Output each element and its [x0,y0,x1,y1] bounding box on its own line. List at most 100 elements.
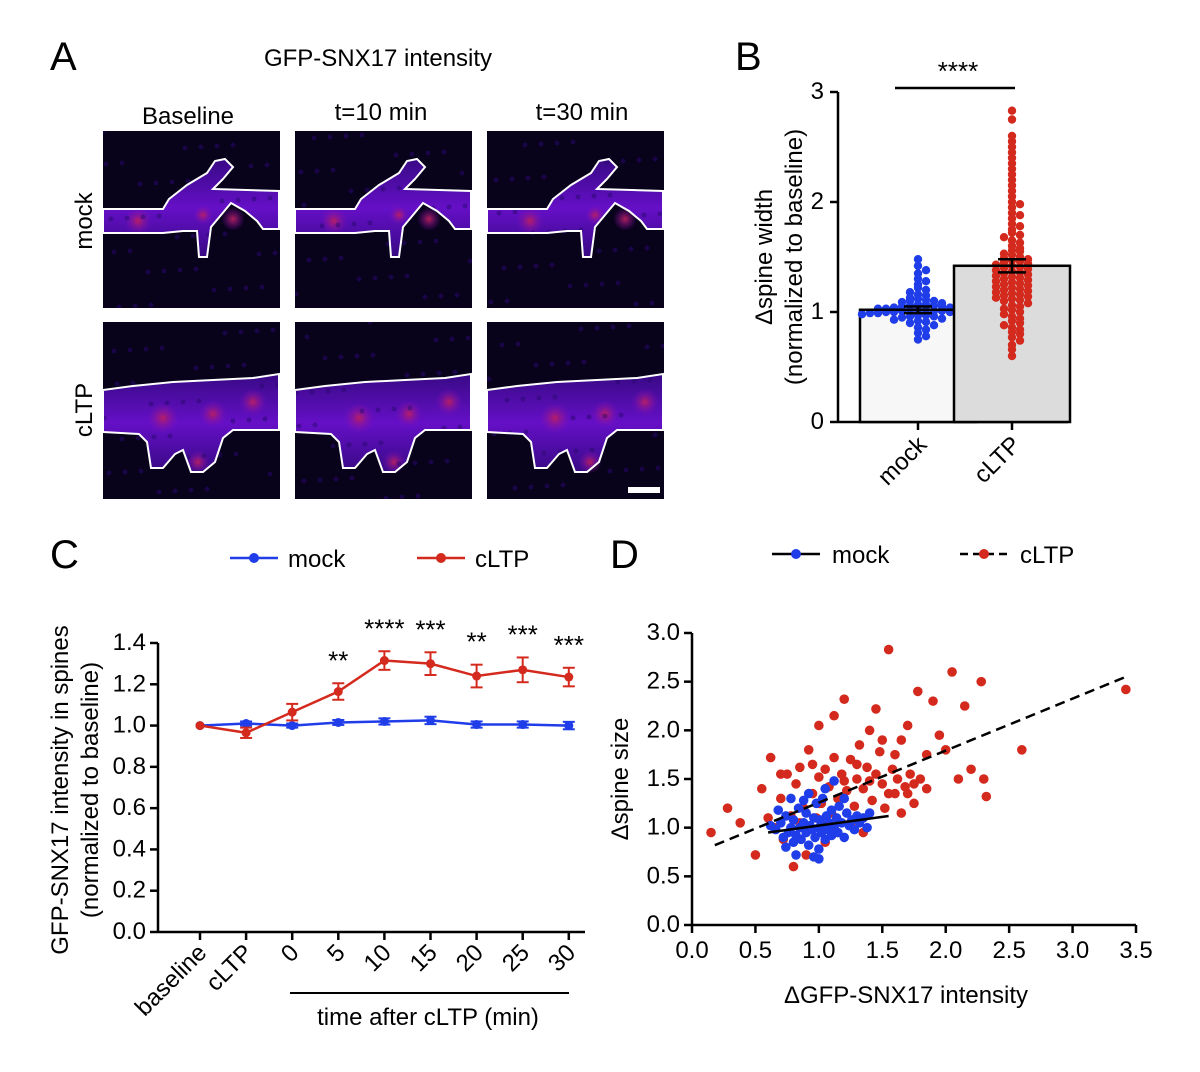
row-label-mock: mock [71,191,98,249]
x-tick-label-15: 15 [405,939,443,977]
point-cLTP [1023,299,1033,308]
x-tick-label-20: 20 [451,939,489,977]
noise-speck [459,170,465,176]
noise-speck [356,276,362,282]
noise-speck [536,395,542,401]
point-cLTP [814,772,824,782]
point-mock [786,793,796,804]
noise-speck [222,231,228,237]
noise-speck [230,418,236,424]
noise-speck [631,378,637,384]
noise-speck [132,303,138,308]
noise-speck [193,266,199,272]
noise-speck [607,192,613,198]
point-mock [808,852,819,862]
noise-speck [428,459,434,465]
noise-speck [119,436,125,442]
spine-outline [487,157,664,258]
noise-speck [254,328,260,334]
point-cLTP [803,745,814,755]
noise-speck [552,394,558,400]
noise-speck [367,322,373,325]
noise-speck [219,198,225,204]
noise-speck [370,352,376,358]
noise-speck [399,494,405,499]
noise-speck [446,204,452,210]
noise-speck [164,400,170,406]
point-mock [921,332,931,341]
point-cLTP [195,721,205,731]
noise-speck [396,461,402,467]
point-mock [472,720,482,730]
point-cLTP [1015,211,1025,220]
point-mock [788,815,799,825]
noise-speck [119,160,125,166]
y-tick-label: 0.4 [113,835,146,862]
point-cLTP [1007,115,1017,124]
noise-speck [570,139,576,145]
y-tick-label: 3.0 [647,619,680,646]
noise-speck [127,248,133,254]
point-cLTP [874,746,885,757]
noise-speck [227,286,233,292]
noise-speck [327,134,333,140]
noise-speck [544,483,550,489]
significance-stars: **** [938,56,978,86]
point-mock [921,325,931,334]
noise-speck [354,353,360,359]
noise-speck [599,281,605,287]
y-tick-label: 0.2 [113,877,146,904]
point-cLTP [991,293,1001,302]
noise-speck [319,223,325,229]
y-tick-label: 1.0 [113,712,146,739]
point-cLTP [1015,200,1025,209]
point-cLTP [909,798,919,809]
legend-marker-cltp [436,553,446,563]
noise-speck [230,142,236,148]
noise-speck [441,149,447,155]
noise-speck [549,361,555,367]
point-cLTP [928,696,938,706]
noise-speck [159,345,165,351]
noise-speck [589,447,595,453]
point-cLTP [564,672,574,682]
noise-speck [628,246,634,252]
noise-speck [243,285,249,291]
point-mock [803,788,814,799]
dendrite-signal [295,374,471,472]
noise-speck [248,163,254,169]
noise-speck [504,397,510,403]
point-cLTP [858,783,869,794]
noise-speck [612,247,618,253]
point-mock [862,822,872,833]
noise-speck [296,423,302,429]
y-tick-label: 0 [811,408,824,435]
noise-speck [607,468,613,474]
noise-speck [623,467,629,473]
point-mock [849,824,860,835]
point-cLTP [934,730,945,740]
noise-speck [185,178,191,184]
noise-speck [325,388,331,394]
noise-speck [106,470,112,476]
noise-speck [180,399,186,405]
noise-speck [660,343,664,349]
point-mock [801,808,811,818]
noise-speck [504,298,510,304]
noise-speck [188,487,194,493]
panel-a: A GFP-SNX17 intensity Baseline t=10 min … [50,35,664,499]
noise-speck [349,475,355,481]
point-cLTP [1017,745,1027,755]
point-cLTP [921,783,932,794]
noise-speck [396,185,402,191]
noise-speck [575,194,581,200]
noise-speck [161,268,167,274]
noise-speck [525,175,531,181]
point-mock [937,314,947,323]
noise-speck [238,329,244,335]
noise-speck [214,143,220,149]
noise-speck [322,256,328,262]
noise-speck [420,371,426,377]
noise-speck [135,435,141,441]
point-cLTP [839,694,850,704]
